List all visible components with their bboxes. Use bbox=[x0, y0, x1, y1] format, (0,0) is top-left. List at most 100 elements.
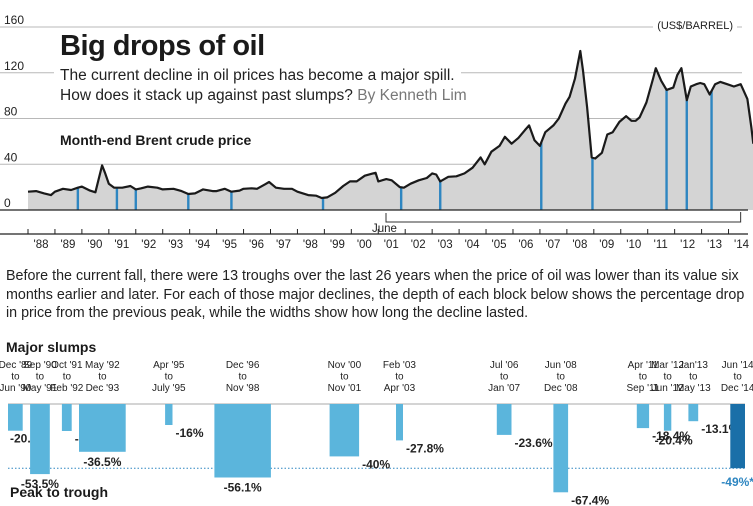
slump-period-label: May '91 bbox=[23, 383, 58, 394]
slump-value-label: -20.4% bbox=[655, 434, 693, 448]
slump-period-label: Apr '11 bbox=[628, 360, 659, 371]
slump-period-label: Dec '89 bbox=[0, 360, 33, 371]
slumps-title: Major slumps bbox=[6, 339, 97, 355]
slump-period-label: Dec '96 bbox=[226, 360, 260, 371]
june-bracket bbox=[385, 212, 742, 223]
slump-period-label: Dec '08 bbox=[544, 383, 578, 394]
slump-block bbox=[496, 404, 512, 435]
slump-period-label: Jul '06 bbox=[490, 360, 519, 371]
x-tick-label: '96 bbox=[249, 239, 264, 251]
x-tick-label: '08 bbox=[572, 239, 587, 251]
slump-period-label: to bbox=[238, 372, 247, 383]
slump-value-label: -18.4% bbox=[652, 429, 690, 443]
x-tick-label: '07 bbox=[545, 239, 560, 251]
chart-title: Big drops of oil bbox=[54, 30, 271, 63]
y-tick-label: 80 bbox=[4, 105, 18, 119]
price-line bbox=[27, 49, 753, 200]
slump-value-label: -53.5% bbox=[21, 477, 59, 491]
slump-period-label: Jun '08 bbox=[545, 360, 577, 371]
x-tick-label: '89 bbox=[60, 239, 75, 251]
slump-period-label: Oct '91 bbox=[51, 360, 83, 371]
slump-value-label: -16% bbox=[175, 426, 203, 440]
slump-period-label: Feb '92 bbox=[50, 383, 83, 394]
slump-period-label: Sep '11 bbox=[627, 383, 660, 394]
slump-period-label: to bbox=[663, 372, 672, 383]
slump-period-label: Apr '03 bbox=[384, 383, 416, 394]
y-tick-label: 0 bbox=[4, 196, 11, 210]
x-tick-label: '95 bbox=[222, 239, 237, 251]
x-tick-label: '01 bbox=[384, 239, 399, 251]
slump-value-label: -23.6% bbox=[515, 436, 553, 450]
slump-period-label: to bbox=[733, 372, 742, 383]
slump-period-label: to bbox=[63, 372, 72, 383]
slump-block bbox=[30, 404, 50, 475]
slump-period-label: Nov '98 bbox=[226, 383, 260, 394]
series-label: Month-end Brent crude price bbox=[54, 132, 258, 148]
slump-period-label: July '95 bbox=[152, 383, 186, 394]
slump-period-label: to bbox=[98, 372, 107, 383]
x-tick-label: '11 bbox=[654, 239, 668, 251]
x-tick-label: '91 bbox=[114, 239, 129, 251]
slump-period-label: Nov '00 bbox=[328, 360, 362, 371]
slump-period-label: to bbox=[395, 372, 404, 383]
slump-period-label: Jan '07 bbox=[488, 383, 520, 394]
slump-period-label: to bbox=[500, 372, 509, 383]
y-tick-label: 120 bbox=[4, 59, 24, 73]
byline: By Kenneth Lim bbox=[357, 87, 467, 104]
slump-value-label: -49%* bbox=[721, 475, 753, 489]
slump-period-label: Jan'13 bbox=[679, 360, 709, 371]
slump-period-label: Jun '12 bbox=[652, 383, 684, 394]
unit-label: (US$/BARREL) bbox=[653, 20, 737, 32]
slump-block bbox=[553, 404, 569, 493]
y-tick-label: 40 bbox=[4, 150, 18, 164]
slump-period-label: to bbox=[36, 372, 45, 383]
slump-block bbox=[396, 404, 403, 441]
slump-period-label: Jun '90 bbox=[0, 383, 32, 394]
x-tick-label: '03 bbox=[438, 239, 453, 251]
y-tick-label: 160 bbox=[4, 13, 24, 27]
x-tick-label: '12 bbox=[680, 239, 695, 251]
x-tick-label: '99 bbox=[330, 239, 345, 251]
x-tick-label: '10 bbox=[626, 239, 641, 251]
x-tick-label: '13 bbox=[707, 239, 722, 251]
slump-block bbox=[329, 404, 360, 457]
price-chart: 0 40 80 120 160 '88 '89 '90 '91 '92 '93 '94 '95 '96 '9… bbox=[0, 13, 753, 251]
slump-value-label: -67.4% bbox=[571, 493, 609, 506]
x-tick-label: '09 bbox=[599, 239, 614, 251]
slump-period-label: Apr '95 bbox=[153, 360, 185, 371]
slump-block bbox=[8, 404, 23, 431]
explanatory-paragraph: Before the current fall, there were 13 t… bbox=[6, 268, 745, 321]
x-tick-label: '90 bbox=[87, 239, 102, 251]
slump-block bbox=[663, 404, 672, 431]
x-tick-label: '02 bbox=[411, 239, 426, 251]
subtitle-line-1: The current decline in oil prices has be… bbox=[54, 66, 461, 86]
slump-period-label: Dec '14 bbox=[721, 383, 753, 394]
slump-period-label: to bbox=[689, 372, 698, 383]
slump-block bbox=[61, 404, 72, 431]
slump-period-label: to bbox=[557, 372, 566, 383]
slump-value-label: -40% bbox=[362, 457, 390, 471]
x-tick-label: '00 bbox=[357, 239, 372, 251]
slump-period-label: May '92 bbox=[85, 360, 120, 371]
june-label: June bbox=[372, 223, 397, 235]
slump-period-label: Sep '90 bbox=[23, 360, 57, 371]
slump-value-label: -27.8% bbox=[406, 441, 444, 455]
slump-period-label: Mar '12 bbox=[651, 360, 684, 371]
peak-to-trough-label: Peak to trough bbox=[10, 484, 109, 500]
slump-block bbox=[688, 404, 699, 422]
slump-period-label: Dec '93 bbox=[86, 383, 120, 394]
x-tick-label: '06 bbox=[518, 239, 533, 251]
subtitle-line-2: How does it stack up against past slumps… bbox=[54, 86, 473, 106]
chart-subtitle: The current decline in oil prices has be… bbox=[54, 66, 524, 106]
x-tick-label: '97 bbox=[276, 239, 291, 251]
slump-period-label: to bbox=[639, 372, 648, 383]
slump-block bbox=[636, 404, 650, 429]
x-tick-label: '05 bbox=[492, 239, 507, 251]
slump-block bbox=[214, 404, 271, 478]
slump-period-label: Jun '14 bbox=[722, 360, 753, 371]
slump-block bbox=[79, 404, 126, 452]
x-tick-label: '98 bbox=[303, 239, 318, 251]
x-tick-label: '04 bbox=[465, 239, 481, 251]
slump-period-label: Nov '01 bbox=[328, 383, 362, 394]
